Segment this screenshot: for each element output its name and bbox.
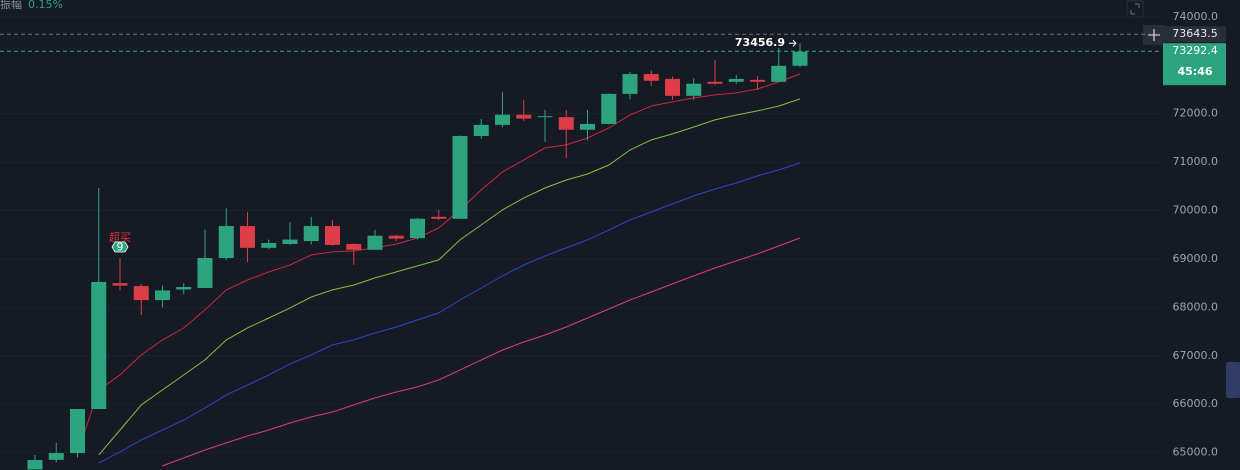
reference-price-label: 73643.5 <box>1172 27 1218 40</box>
candle-body <box>558 117 574 130</box>
signal-badge <box>111 241 129 253</box>
countdown-label: 45:46 <box>1177 65 1212 78</box>
plot-area <box>27 43 808 470</box>
candle-body <box>452 136 468 219</box>
y-tick-label: 72000.0 <box>1173 107 1219 120</box>
candle-body <box>303 226 319 242</box>
candle-body <box>367 235 383 250</box>
y-tick-label: 69000.0 <box>1173 252 1219 265</box>
candle-body <box>218 226 234 258</box>
signal-label: 超买 <box>109 230 131 244</box>
candle-body <box>771 65 787 82</box>
candle-body <box>580 123 595 130</box>
candle-body <box>388 235 404 239</box>
candle-body <box>325 226 340 245</box>
signal-count: 9 <box>117 241 124 254</box>
candle-body <box>707 81 723 84</box>
candle-body <box>27 459 43 470</box>
crosshair-button[interactable] <box>1143 25 1165 45</box>
candle-body <box>133 286 149 301</box>
candle-body <box>792 51 808 66</box>
candle-body <box>91 281 107 410</box>
y-tick-label: 71000.0 <box>1173 155 1219 168</box>
amplitude-label: 振幅 <box>0 0 22 11</box>
side-handle[interactable] <box>1226 362 1240 398</box>
candle-body <box>197 257 213 289</box>
y-tick-label: 70000.0 <box>1173 204 1219 217</box>
candle-body <box>622 74 638 94</box>
candle-body <box>750 79 765 82</box>
moving-average-line <box>98 98 801 456</box>
candle-body <box>601 93 617 124</box>
high-price-label: 73456.9 <box>735 36 785 49</box>
candle-body <box>728 78 744 82</box>
reference-price-box <box>1165 26 1226 43</box>
candle-body <box>176 287 192 290</box>
amplitude-value: 0.15% <box>28 0 63 11</box>
y-tick-label: 68000.0 <box>1173 300 1219 313</box>
candle-body <box>240 226 255 248</box>
candle-body <box>282 239 298 244</box>
moving-average-line <box>77 73 801 454</box>
moving-average-line <box>162 237 801 467</box>
candle-body <box>155 290 170 301</box>
candle-body <box>48 453 64 460</box>
candle-body <box>643 74 659 81</box>
candle-body <box>495 114 510 125</box>
candle-body <box>537 116 553 118</box>
moving-average-line <box>98 162 801 464</box>
candle-body <box>112 283 128 286</box>
last-price-label: 73292.4 <box>1172 44 1218 57</box>
candle-body <box>516 114 532 119</box>
high-arrow <box>789 39 797 47</box>
candle-body <box>431 216 447 219</box>
candle-body <box>686 83 702 96</box>
candle-body <box>261 242 277 248</box>
y-tick-label: 74000.0 <box>1173 10 1219 23</box>
y-tick-label: 66000.0 <box>1173 397 1219 410</box>
candle-body <box>665 78 680 96</box>
candle-body <box>346 243 362 250</box>
candle-body <box>410 218 425 239</box>
last-price-box <box>1163 43 1226 86</box>
candle-body <box>473 124 489 137</box>
y-tick-label: 65000.0 <box>1173 446 1219 459</box>
candle-body <box>70 409 85 454</box>
y-tick-label: 67000.0 <box>1173 349 1219 362</box>
